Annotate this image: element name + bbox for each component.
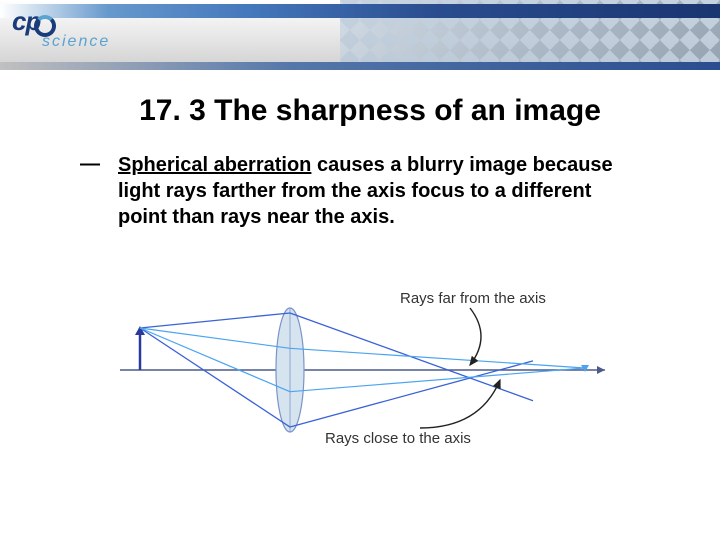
- bullet-underlined-term: Spherical aberration: [118, 154, 311, 176]
- bullet-marker: —: [80, 152, 100, 176]
- lens-diagram: Rays far from the axis Rays close to the…: [100, 280, 620, 460]
- logo-text-science: science: [42, 33, 110, 51]
- slide-header: cp science: [0, 0, 720, 70]
- header-divider: [0, 62, 720, 70]
- slide-content: 17. 3 The sharpness of an image — Spheri…: [0, 70, 720, 480]
- bullet-item: — Spherical aberration causes a blurry i…: [50, 152, 670, 230]
- slide-title: 17. 3 The sharpness of an image: [70, 94, 670, 128]
- diagram-label-top: Rays far from the axis: [400, 290, 546, 307]
- brand-logo: cp science: [12, 6, 110, 51]
- diagram-label-bottom: Rays close to the axis: [325, 430, 471, 447]
- bullet-text: Spherical aberration causes a blurry ima…: [118, 152, 622, 230]
